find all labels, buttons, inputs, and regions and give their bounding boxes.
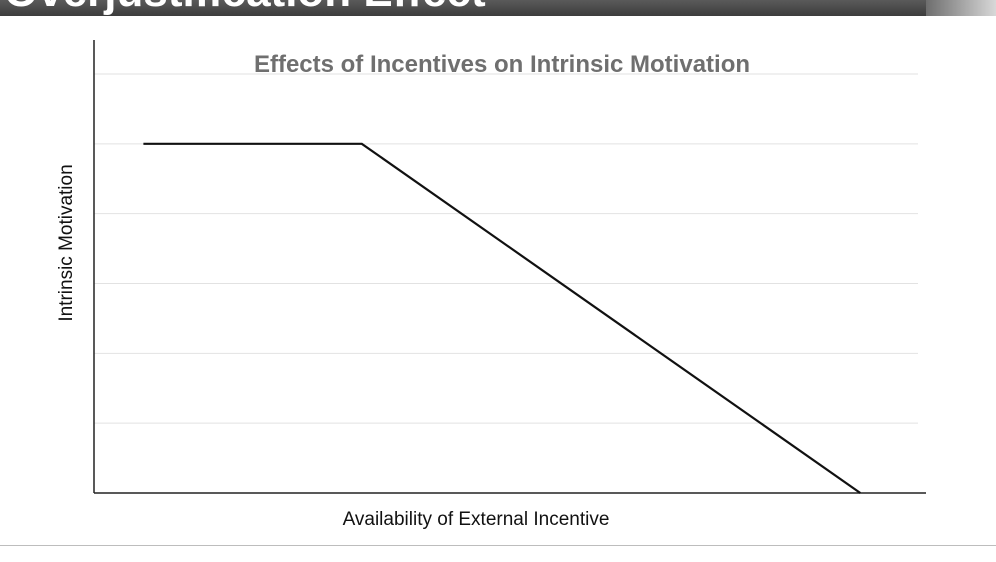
- x-axis-label: Availability of External Incentive: [343, 509, 610, 530]
- slide-header-title: Overjustification Effect: [4, 0, 486, 14]
- series-layer: [143, 142, 861, 494]
- footer-divider: [0, 545, 996, 546]
- chart-title: Effects of Incentives on Intrinsic Motiv…: [254, 51, 750, 78]
- grid-lines: [94, 73, 918, 424]
- chart-axes: [93, 40, 926, 494]
- header-decorative-image: [926, 0, 996, 16]
- series-line: [143, 142, 861, 494]
- slide-header-bar: Overjustification Effect: [0, 0, 996, 16]
- y-axis-label: Intrinsic Motivation: [56, 164, 77, 321]
